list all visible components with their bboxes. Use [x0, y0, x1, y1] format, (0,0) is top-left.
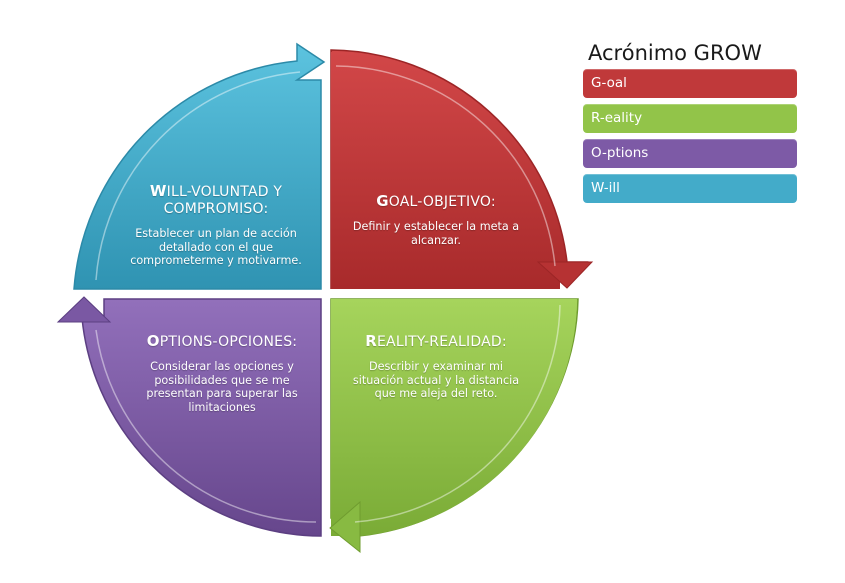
options-text-block: OPTIONS-OPCIONES: Considerar las opcione…	[132, 333, 312, 414]
reality-quadrant-body	[331, 299, 577, 536]
reality-arrowhead	[329, 500, 361, 554]
goal-inner-arc	[335, 65, 556, 267]
goal-text-block: GOAL-OBJETIVO: Definir y establecer la m…	[344, 193, 528, 247]
options-inner-arc	[95, 329, 317, 523]
goal-quadrant	[330, 49, 594, 289]
will-title: WILL-VOLUNTAD Y COMPROMISO:	[149, 182, 283, 218]
goal-title: GOAL-OBJETIVO:	[376, 192, 496, 211]
grow-cycle-diagram	[56, 42, 594, 554]
legend-item-will: W-ill	[583, 174, 797, 203]
reality-title: REALITY-REALIDAD:	[365, 332, 507, 351]
grow-legend: Acrónimo GROW G-oal R-eality O-ptions W-…	[583, 40, 797, 209]
legend-title: Acrónimo GROW	[588, 41, 762, 65]
reality-inner-arc	[354, 304, 561, 523]
goal-description: Definir y establecer la meta a alcanzar.	[352, 220, 520, 247]
options-quadrant-body	[81, 298, 322, 537]
legend-item-options: O-ptions	[583, 139, 797, 168]
options-arrowhead	[56, 296, 112, 323]
reality-description: Describir y examinar mi situación actual…	[352, 360, 520, 400]
goal-quadrant-body	[331, 52, 566, 289]
will-inner-arc	[95, 71, 301, 281]
will-text-block: WILL-VOLUNTAD Y COMPROMISO: Establecer u…	[122, 183, 310, 268]
options-description: Considerar las opciones y posibilidades …	[146, 360, 298, 414]
reality-text-block: REALITY-REALIDAD: Describir y examinar m…	[348, 333, 524, 401]
legend-item-reality: R-eality	[583, 104, 797, 133]
will-quadrant-shape	[73, 42, 326, 290]
goal-arrowhead	[536, 261, 594, 289]
will-description: Establecer un plan de acción detallado c…	[130, 227, 302, 267]
options-quadrant	[56, 296, 322, 537]
reality-quadrant	[329, 298, 579, 554]
options-title: OPTIONS-OPCIONES:	[146, 332, 298, 351]
will-quadrant	[73, 42, 326, 290]
legend-item-goal: G-oal	[583, 69, 797, 98]
